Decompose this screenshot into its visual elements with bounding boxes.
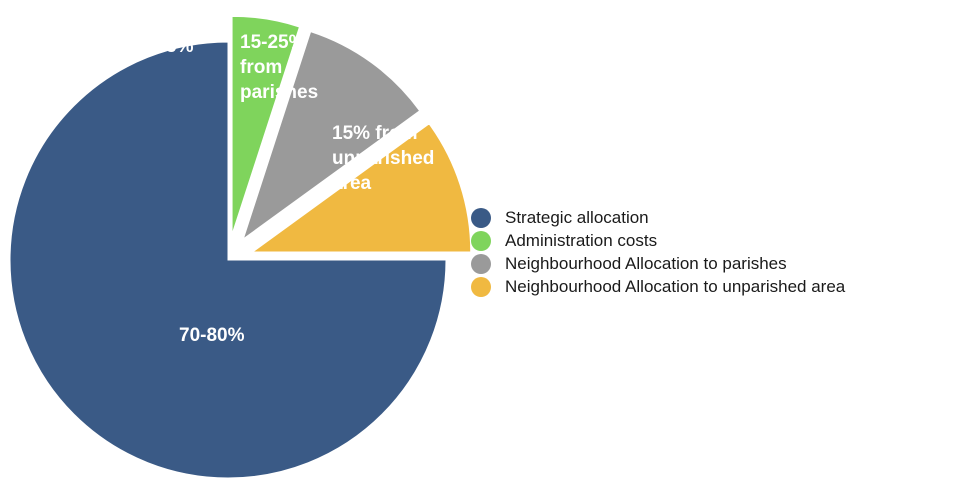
slice-label-strategic: 70-80% xyxy=(179,325,245,346)
slice-label-parishes-line-1: 15-25% xyxy=(240,32,306,53)
legend-item-unparished: Neighbourhood Allocation to unparished a… xyxy=(471,275,845,298)
legend-label-strategic: Strategic allocation xyxy=(505,208,649,228)
legend-item-strategic: Strategic allocation xyxy=(471,206,845,229)
slice-label-parishes-line-2: from xyxy=(240,57,282,78)
legend-label-administration: Administration costs xyxy=(505,231,657,251)
legend-label-unparished: Neighbourhood Allocation to unparished a… xyxy=(505,277,845,297)
slice-label-unparished-line-3: area xyxy=(332,173,372,194)
slice-label-parishes-line-3: parishes xyxy=(240,82,318,103)
legend-marker-strategic xyxy=(471,208,491,228)
legend-marker-unparished xyxy=(471,277,491,297)
legend-item-administration: Administration costs xyxy=(471,229,845,252)
legend-marker-administration xyxy=(471,231,491,251)
legend-label-parishes: Neighbourhood Allocation to parishes xyxy=(505,254,787,274)
slice-label-administration: 5% xyxy=(166,36,194,57)
legend-item-parishes: Neighbourhood Allocation to parishes xyxy=(471,252,845,275)
chart-legend: Strategic allocation Administration cost… xyxy=(471,206,845,298)
legend-marker-parishes xyxy=(471,254,491,274)
slice-label-unparished-line-1: 15% from xyxy=(332,123,418,144)
slice-label-unparished-line-2: unparished xyxy=(332,148,434,169)
